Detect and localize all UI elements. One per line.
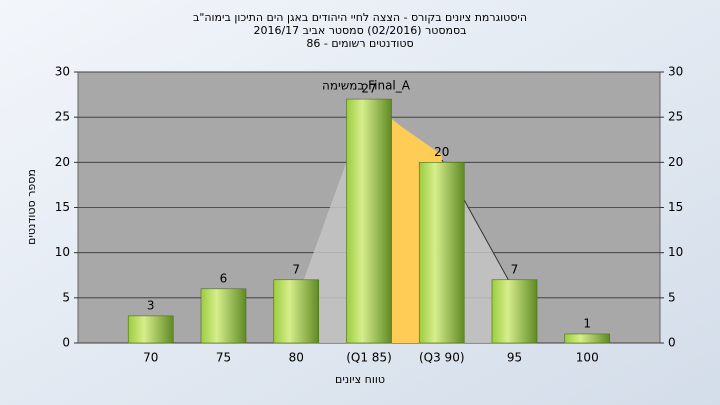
value-label: 3 bbox=[147, 298, 155, 312]
chart-subtitle: סטודנטים רשומים - 86 bbox=[306, 37, 413, 50]
x-tick-label: 100 bbox=[576, 351, 599, 365]
x-tick-label: 75 bbox=[216, 351, 231, 365]
value-label: 27 bbox=[361, 82, 376, 96]
bar bbox=[491, 279, 538, 344]
y-tick-label: 0 bbox=[62, 336, 70, 350]
chart-subtitle: בסמסטר (02/2016) סמסטר אביב 2016/17 bbox=[253, 24, 466, 37]
value-label: 20 bbox=[434, 145, 449, 159]
y-axis-label: מספר סטודנטים bbox=[25, 169, 38, 245]
y-tick-label: 20 bbox=[55, 155, 70, 169]
bar bbox=[273, 279, 320, 344]
x-tick-label: 80 bbox=[289, 351, 304, 365]
value-label: 7 bbox=[292, 262, 300, 276]
x-tick-label: (Q1 85) bbox=[346, 351, 392, 365]
chart-title: היסטוגרמת ציונים בקורס - הצצה לחיי היהוד… bbox=[193, 11, 527, 24]
y-tick-label: 15 bbox=[55, 200, 70, 214]
bar bbox=[127, 315, 174, 344]
y-tick-label: 10 bbox=[55, 245, 70, 259]
bar bbox=[564, 333, 611, 344]
x-tick-label: 95 bbox=[507, 351, 522, 365]
y2-tick-label: 10 bbox=[668, 245, 683, 259]
value-label: 6 bbox=[220, 271, 228, 285]
y2-tick-label: 30 bbox=[668, 65, 683, 79]
bar bbox=[200, 288, 247, 344]
x-axis-label: טווח ציונים bbox=[335, 373, 385, 386]
x-tick-label: 70 bbox=[143, 351, 158, 365]
y-tick-label: 5 bbox=[62, 290, 70, 304]
bar bbox=[418, 162, 465, 344]
y-tick-label: 30 bbox=[55, 65, 70, 79]
value-label: 1 bbox=[583, 316, 591, 330]
x-tick-label: (Q3 90) bbox=[419, 351, 465, 365]
y2-tick-label: 20 bbox=[668, 155, 683, 169]
value-label: 7 bbox=[511, 262, 519, 276]
y-tick-label: 25 bbox=[55, 110, 70, 124]
y2-tick-label: 15 bbox=[668, 200, 683, 214]
bar bbox=[346, 98, 392, 344]
y2-tick-label: 0 bbox=[668, 336, 676, 350]
annotation: Final_A במשימה bbox=[322, 79, 411, 93]
y2-tick-label: 25 bbox=[668, 110, 683, 124]
y2-tick-label: 5 bbox=[668, 290, 676, 304]
